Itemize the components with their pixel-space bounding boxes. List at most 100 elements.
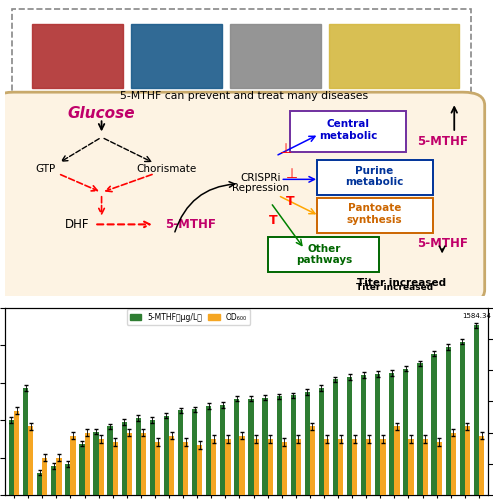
Bar [333,380,338,495]
Bar [136,418,141,495]
Bar [361,375,366,495]
Bar [409,439,414,495]
Bar [324,439,329,495]
FancyBboxPatch shape [0,92,485,303]
Bar [459,342,465,495]
Bar [253,439,259,495]
Text: CRISPRi: CRISPRi [241,173,281,183]
Bar [423,439,428,495]
Bar [329,24,459,88]
Legend: 5-MTHF（μg/L）, OD₆₀₀: 5-MTHF（μg/L）, OD₆₀₀ [127,310,250,324]
Bar [465,426,470,495]
Bar [305,392,310,495]
Text: ⊥: ⊥ [280,142,292,156]
Text: GTP: GTP [36,164,56,174]
Text: ⊥: ⊥ [286,166,298,180]
Bar [211,439,216,495]
Bar [169,436,174,495]
Bar [394,426,400,495]
Bar [56,458,62,495]
Bar [84,432,90,495]
Bar [32,24,123,88]
Bar [310,426,315,495]
Text: 5-MTHF: 5-MTHF [417,135,467,148]
Bar [347,377,352,495]
Bar [380,439,386,495]
Bar [437,442,442,495]
Bar [141,432,146,495]
Bar [290,396,296,495]
Bar [42,458,47,495]
Bar [366,439,371,495]
Bar [389,373,394,495]
Bar [268,439,273,495]
Bar [113,442,118,495]
FancyBboxPatch shape [290,111,406,152]
Bar [178,410,183,495]
Bar [79,444,84,495]
Bar [93,432,99,495]
Text: Titer increased: Titer increased [356,278,446,287]
FancyBboxPatch shape [317,198,432,233]
Bar [183,442,188,495]
Text: Central
metabolic: Central metabolic [319,119,377,141]
Bar [248,398,253,495]
Text: Other
pathways: Other pathways [296,244,352,265]
FancyBboxPatch shape [12,10,471,102]
Bar [418,363,423,495]
Bar [107,426,113,495]
Text: Glucose: Glucose [68,106,136,122]
Bar [319,388,324,495]
Bar [14,410,19,495]
Text: T: T [285,194,294,207]
Bar [262,398,268,495]
Text: 1584.34: 1584.34 [462,314,491,320]
Bar [431,354,437,495]
Bar [234,398,240,495]
Bar [28,426,34,495]
Text: T: T [269,214,278,226]
Bar [338,439,343,495]
Text: Purine
metabolic: Purine metabolic [345,166,404,187]
Bar [352,439,357,495]
Bar [220,405,225,495]
Bar [155,442,160,495]
Bar [127,432,132,495]
Bar [403,368,409,495]
Bar [451,432,456,495]
Text: Chorismate: Chorismate [137,164,197,174]
Bar [225,439,231,495]
Bar [70,436,75,495]
Bar [192,410,197,495]
Bar [99,439,104,495]
Text: Repression: Repression [232,183,289,193]
Bar [479,436,484,495]
Bar [23,388,28,495]
FancyBboxPatch shape [268,238,380,272]
Text: DHF: DHF [65,218,90,231]
Bar [474,326,479,495]
Text: 5-MTHF: 5-MTHF [417,237,467,250]
Bar [150,420,155,495]
Bar [197,445,203,495]
Text: Titer increased: Titer increased [356,284,433,292]
Bar [277,396,282,495]
Bar [164,416,169,495]
Bar [375,374,380,495]
Bar [446,347,451,495]
Bar [282,442,287,495]
Bar [9,420,14,495]
FancyBboxPatch shape [317,160,432,196]
Text: 5-MTHF can prevent and treat many diseases: 5-MTHF can prevent and treat many diseas… [120,90,368,101]
Bar [131,24,222,88]
Bar [51,466,56,495]
Bar [122,422,127,495]
Bar [65,464,70,495]
Bar [230,24,321,88]
Bar [296,439,301,495]
Text: 5-MTHF: 5-MTHF [166,218,216,231]
Text: Pantoate
synthesis: Pantoate synthesis [347,204,402,225]
Bar [240,436,245,495]
Bar [37,472,42,495]
Bar [206,406,211,495]
